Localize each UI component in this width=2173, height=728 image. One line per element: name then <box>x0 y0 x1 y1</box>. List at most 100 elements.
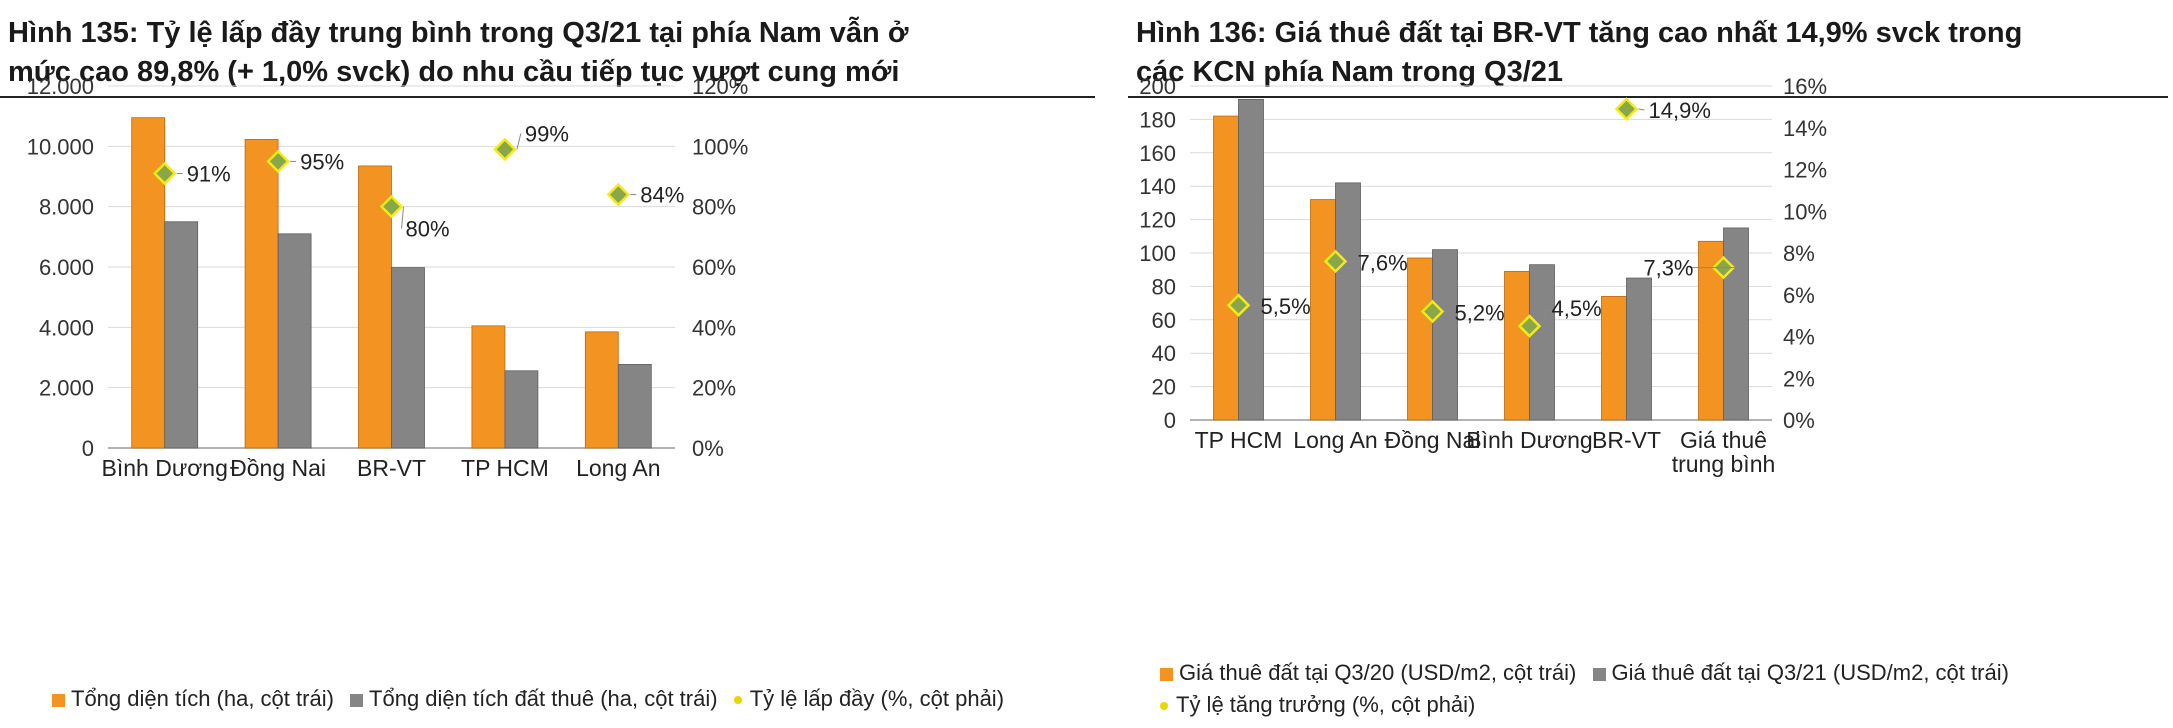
label-leader-line <box>1638 108 1645 111</box>
y2-tick-label: 14% <box>1783 116 1827 141</box>
marker-point <box>493 137 517 162</box>
y-tick-label: 200 <box>1139 74 1176 99</box>
label-leader-line <box>1541 307 1548 327</box>
y-tick-label: 12.000 <box>27 74 94 99</box>
chart-legend: Giá thuê đất tại Q3/20 (USD/m2, cột trái… <box>1160 660 2019 718</box>
y-tick-label: 180 <box>1139 107 1176 132</box>
marker-point <box>379 194 404 219</box>
bar-series-2 <box>617 364 652 449</box>
bar-series-2 <box>1432 249 1458 421</box>
bar-series-1 <box>1504 270 1530 421</box>
legend-label: Tỷ lệ tăng trưởng (%, cột phải) <box>1176 692 1476 717</box>
legend-item-rent-q321: Giá thuê đất tại Q3/21 (USD/m2, cột trái… <box>1592 660 2009 686</box>
marker-point <box>266 149 290 174</box>
chart-136-svg: 0 20 40 60 80 100 120 140 160 180 200 0% 2% 4% 6% 8% 10%… <box>1139 74 1827 477</box>
y2-tick-label: 120% <box>692 74 748 99</box>
bar-series-2 <box>1529 264 1555 421</box>
x-tick-label-line: BR-VT <box>1592 427 1661 453</box>
bar-series-1 <box>471 325 506 449</box>
legend-label: Tổng diện tích (ha, cột trái) <box>71 686 334 711</box>
x-tick-label-line: Giá thuê <box>1680 427 1767 453</box>
bar-series-2 <box>1626 277 1652 421</box>
y2-tick-label: 80% <box>692 195 736 220</box>
label-leader-line <box>401 206 404 229</box>
y2-tick-label: 10% <box>1783 199 1827 224</box>
legend-item-leased-area: Tổng diện tích đất thuê (ha, cột trái) <box>350 686 718 712</box>
x-tick-label-line: TP HCM <box>461 455 549 481</box>
legend-item-growth: Tỷ lệ tăng trưởng (%, cột phải) <box>1160 692 1475 718</box>
y2-tick-label: 40% <box>692 315 736 340</box>
marker-point <box>1420 299 1445 324</box>
x-tick-label: BR-VT <box>1592 427 1661 453</box>
legend-swatch-gray <box>1592 667 1606 681</box>
marker-point <box>1323 249 1348 274</box>
y-tick-label: 4.000 <box>39 315 94 340</box>
y-tick-label: 0 <box>82 436 94 461</box>
legend-swatch-orange <box>1160 667 1173 681</box>
x-tick-label-line: trung bình <box>1672 451 1776 477</box>
bar-series-2 <box>1238 98 1264 421</box>
x-tick-label: TP HCM <box>461 455 549 481</box>
legend-label: Tỷ lệ lấp đầy (%, cột phải) <box>749 686 1005 711</box>
legend-item-rent-q320: Giá thuê đất tại Q3/20 (USD/m2, cột trái… <box>1160 660 1576 686</box>
title-divider <box>1128 96 2168 98</box>
x-tick-label-line: Long An <box>576 455 660 481</box>
legend-label: Giá thuê đất tại Q3/20 (USD/m2, cột trái… <box>1179 660 1577 685</box>
data-label: 5,5% <box>1261 294 1311 319</box>
x-tick-label: BR-VT <box>357 455 426 481</box>
data-label: 5,2% <box>1455 300 1505 325</box>
bar-series-2 <box>1335 182 1361 421</box>
x-tick-label-line: Bình Dương <box>1466 427 1592 453</box>
bar-series-1 <box>1310 199 1336 421</box>
title-divider <box>0 96 1095 98</box>
y-tick-label: 0 <box>1164 408 1176 433</box>
bar-series-1 <box>1213 115 1239 421</box>
x-tick-label-line: Bình Dương <box>102 455 228 481</box>
chart-panel-135: Hình 135: Tỷ lệ lấp đầy trung bình trong… <box>0 17 1095 712</box>
bar-series-1 <box>1407 257 1433 421</box>
y2-tick-label: 4% <box>1783 325 1815 350</box>
y2-tick-label: 12% <box>1783 158 1827 183</box>
label-leader-line <box>1250 304 1257 307</box>
data-label: 95% <box>300 149 344 174</box>
legend-label: Giá thuê đất tại Q3/21 (USD/m2, cột trái… <box>1611 660 2009 685</box>
data-label: 80% <box>406 217 450 242</box>
chart-135-svg: 0 2.000 4.000 6.000 8.000 10.000 12.000 0% 20% 40… <box>27 74 749 481</box>
legend-marker-dot <box>733 696 742 705</box>
y2-tick-label: 2% <box>1783 366 1815 391</box>
x-tick-label: Đồng Nai <box>230 455 326 481</box>
x-tick-label: Bình Dương <box>1466 427 1592 453</box>
x-tick-label: Đồng Nai <box>1385 427 1481 453</box>
x-tick-label: TP HCM <box>1195 427 1283 453</box>
bar-series-2 <box>391 267 425 449</box>
y-tick-label: 10.000 <box>27 134 94 159</box>
marker-point <box>1226 293 1251 317</box>
y-tick-label: 60 <box>1152 308 1176 333</box>
data-label: 84% <box>640 183 684 208</box>
data-label: 4,5% <box>1552 296 1602 321</box>
data-label: 7,3% <box>1643 256 1693 281</box>
x-tick-label: Giá thuê trung bình <box>1672 427 1776 477</box>
legend-label: Tổng diện tích đất thuê (ha, cột trái) <box>369 686 718 711</box>
x-tick-label: Long An <box>1293 427 1377 453</box>
y-tick-label: 80 <box>1152 274 1176 299</box>
bar-series-1 <box>244 138 279 449</box>
bar-series-2 <box>277 233 312 449</box>
marker-point <box>606 182 631 207</box>
y-tick-label: 6.000 <box>39 255 94 280</box>
data-label: 14,9% <box>1649 98 1711 123</box>
x-tick-label: Bình Dương <box>102 455 228 481</box>
data-label: 7,6% <box>1358 250 1408 275</box>
x-tick-label-line: BR-VT <box>357 455 426 481</box>
x-tick-label-line: Đồng Nai <box>1385 427 1481 453</box>
label-leader-line <box>1444 310 1451 313</box>
legend-item-occupancy: Tỷ lệ lấp đầy (%, cột phải) <box>733 686 1005 712</box>
marker-point <box>1614 97 1639 121</box>
bar-series-1 <box>358 165 392 449</box>
y2-tick-label: 60% <box>692 255 736 280</box>
y-tick-label: 140 <box>1139 174 1176 199</box>
chart-title: Hình 135: Tỷ lệ lấp đầy trung bình trong… <box>8 17 909 88</box>
label-leader-line <box>516 133 522 150</box>
y-tick-label: 8.000 <box>39 195 94 220</box>
y-tick-label: 20 <box>1152 375 1176 400</box>
